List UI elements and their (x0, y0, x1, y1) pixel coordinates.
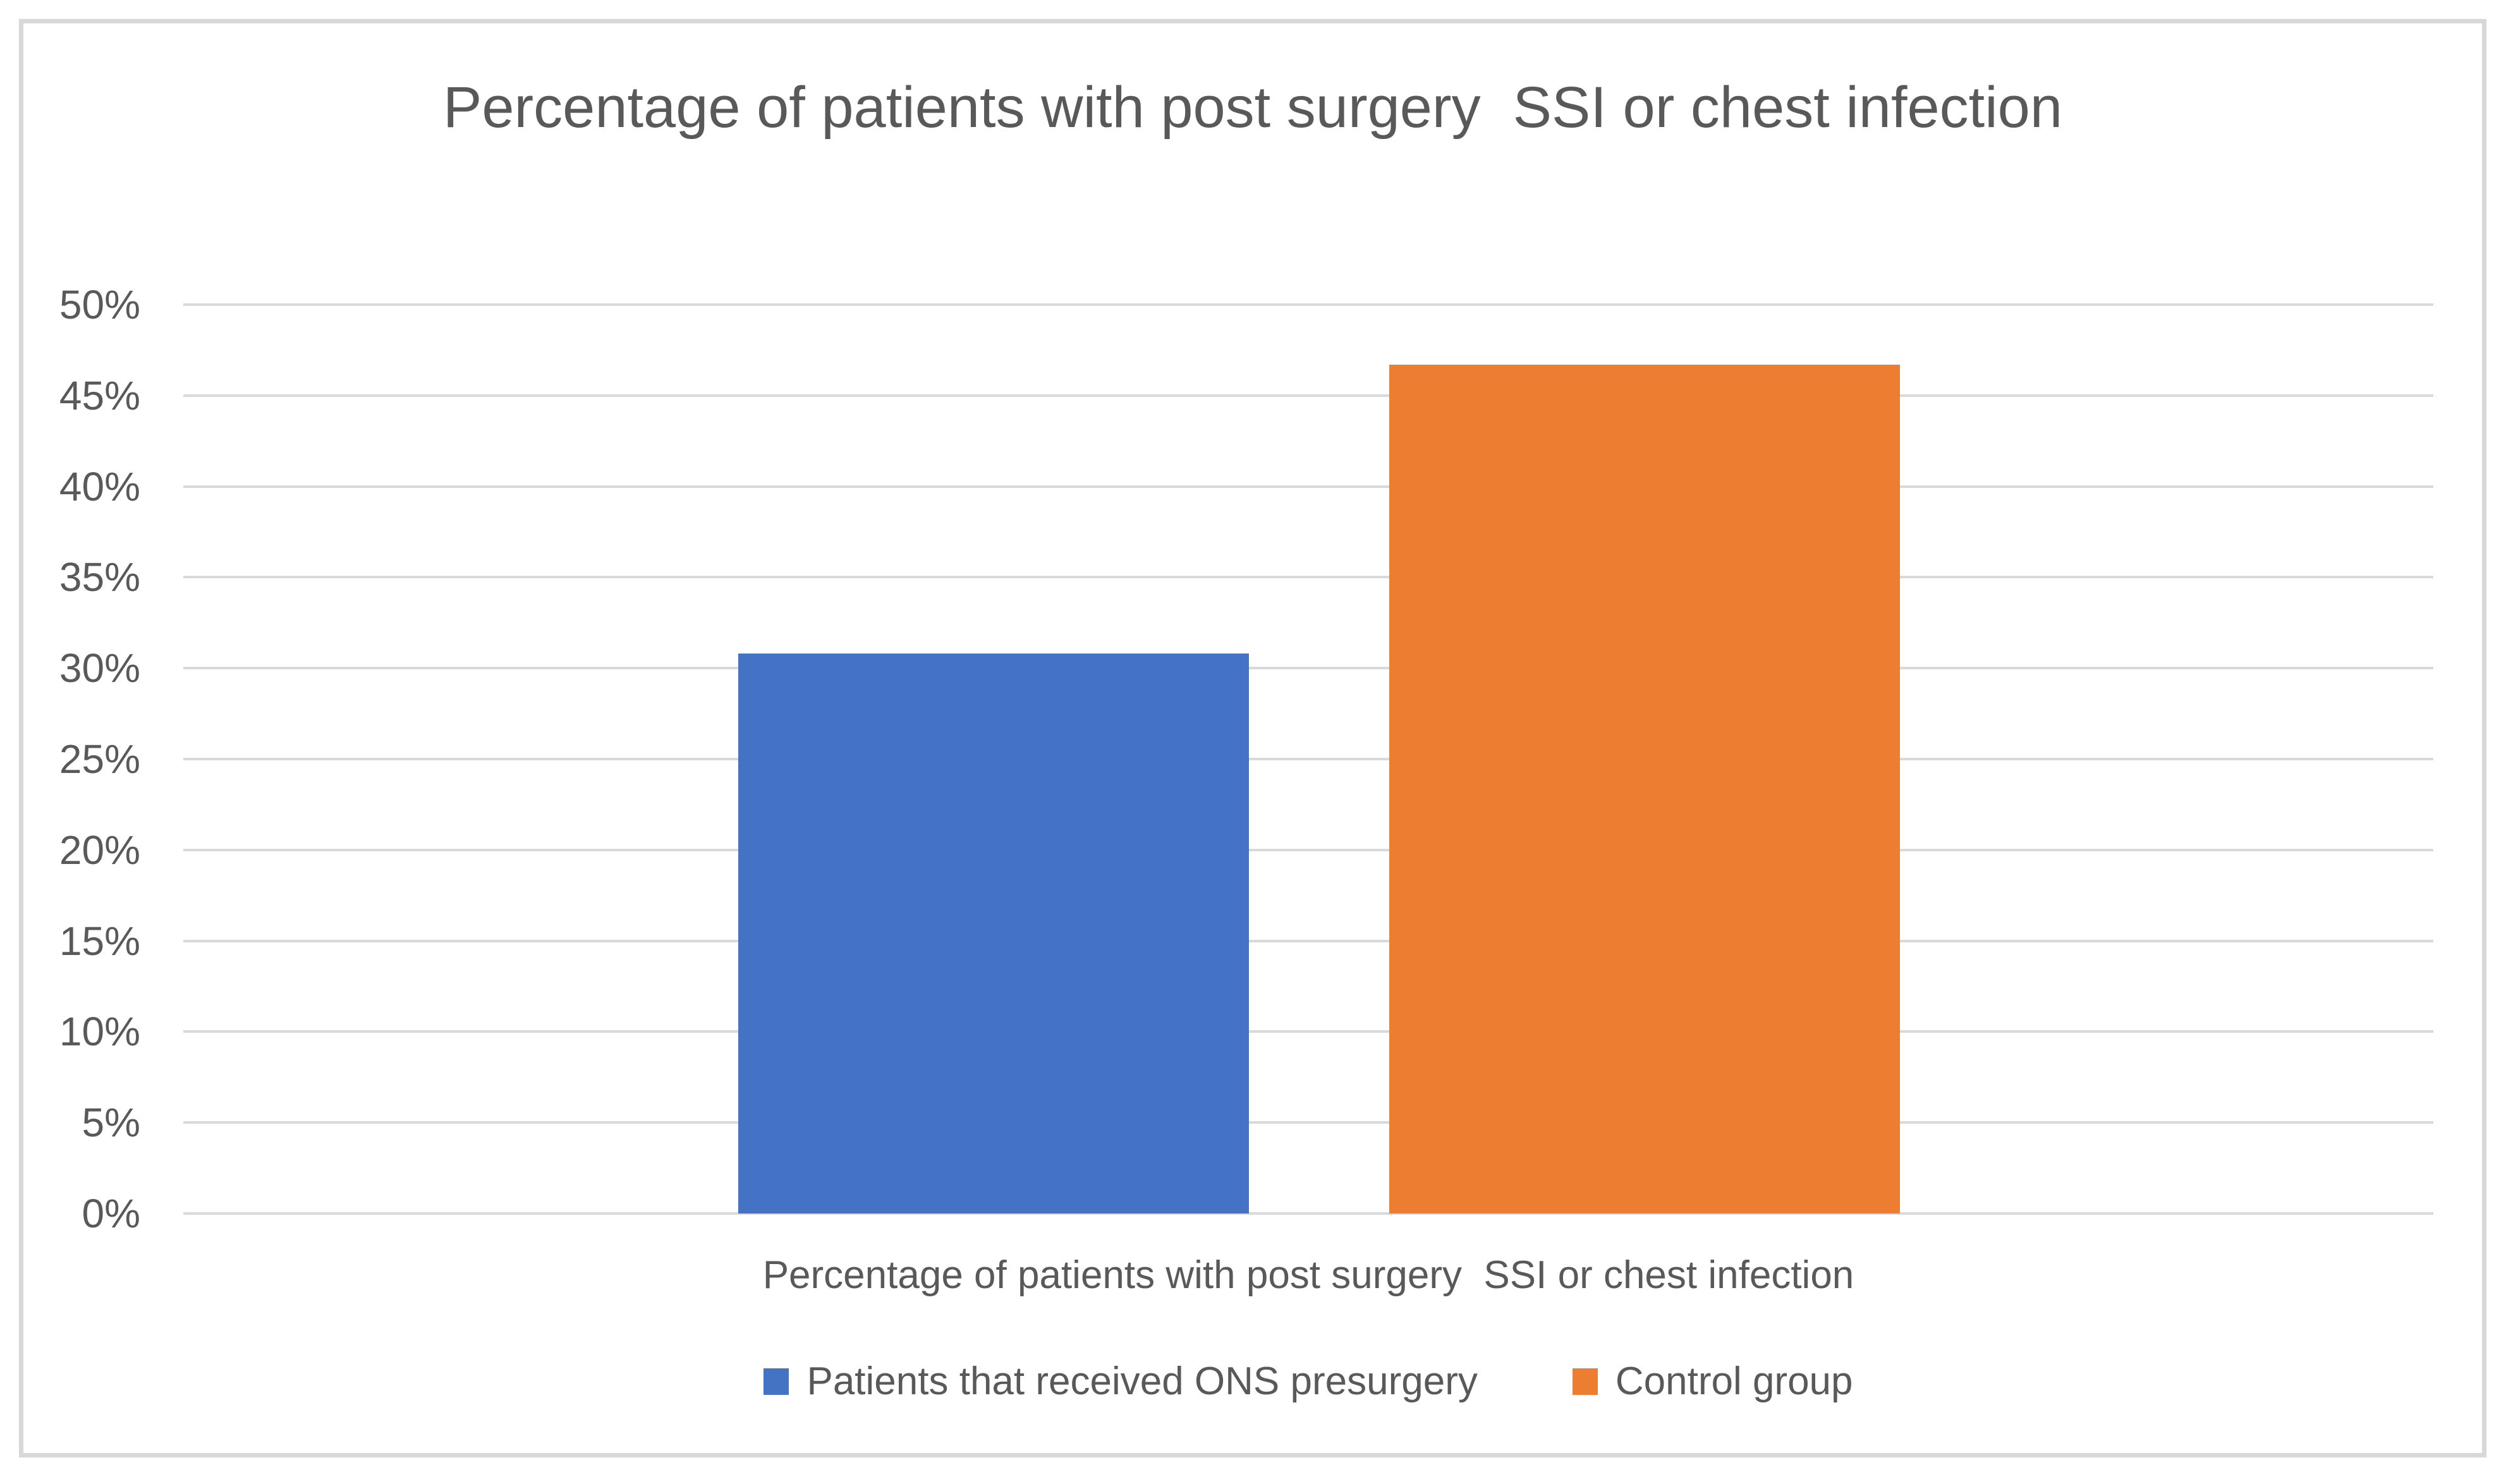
gridline-35 (183, 576, 2433, 579)
legend-swatch-icon (764, 1368, 789, 1395)
y-tick-label-25: 25% (59, 736, 140, 782)
chart-title: Percentage of patients with post surgery… (442, 75, 2063, 140)
y-tick-label-0: 0% (82, 1191, 141, 1236)
gridline-45 (183, 394, 2433, 397)
gridline-25 (183, 758, 2433, 760)
y-tick-label-30: 30% (59, 645, 140, 691)
legend-item-patients-that-received-ons-presurgery: Patients that received ONS presurgery (764, 1359, 1478, 1404)
gridline-30 (183, 667, 2433, 670)
y-tick-label-15: 15% (59, 918, 140, 964)
gridline-5 (183, 1121, 2433, 1124)
chart-outer-frame (19, 19, 2486, 1457)
gridline-40 (183, 485, 2433, 488)
y-tick-label-45: 45% (59, 372, 140, 418)
legend-item-control-group: Control group (1572, 1359, 1853, 1404)
gridline-10 (183, 1030, 2433, 1033)
gridline-0 (183, 1212, 2433, 1215)
y-tick-label-10: 10% (59, 1009, 140, 1055)
plot-area (183, 303, 2433, 1215)
legend-label: Patients that received ONS presurgery (806, 1359, 1478, 1403)
y-axis: 0% 5% 10% 15% 20% 25% 30% 35% 40% 45% 50% (0, 284, 141, 1234)
y-tick-label-5: 5% (82, 1100, 141, 1146)
legend-label: Control group (1615, 1359, 1853, 1403)
bar-control-group (1389, 365, 1900, 1213)
y-tick-label-35: 35% (59, 554, 140, 600)
bar-patients-that-received-ons-presurgery (738, 654, 1249, 1213)
gridline-15 (183, 939, 2433, 942)
legend-swatch-icon (1572, 1368, 1598, 1395)
gridline-50 (183, 303, 2433, 306)
x-category-label: Percentage of patients with post surgery… (762, 1253, 1854, 1297)
y-tick-label-20: 20% (59, 827, 140, 873)
gridline-20 (183, 848, 2433, 851)
y-tick-label-50: 50% (59, 282, 140, 327)
y-tick-label-40: 40% (59, 463, 140, 509)
legend: Patients that received ONS presurgery Con… (183, 1359, 2433, 1404)
